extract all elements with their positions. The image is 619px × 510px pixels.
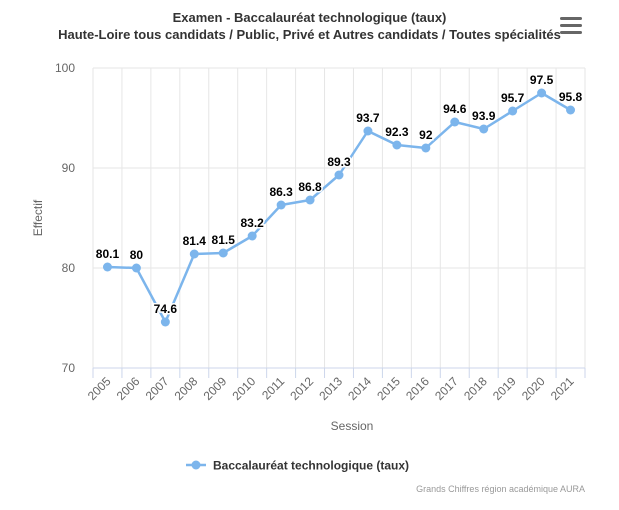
chart-credit[interactable]: Grands Chiffres région académique AURA: [416, 484, 585, 494]
data-label: 93.7: [356, 111, 380, 125]
data-point: [479, 124, 489, 134]
data-point: [450, 117, 460, 127]
data-point: [363, 126, 373, 136]
data-point: [160, 317, 170, 327]
data-label: 74.6: [154, 302, 178, 316]
x-tick-label: 2006: [114, 374, 143, 403]
data-label: 80: [130, 248, 144, 262]
data-point: [392, 140, 402, 150]
x-tick-label: 2016: [403, 374, 432, 403]
x-tick-label: 2010: [230, 374, 259, 403]
data-label: 92.3: [385, 125, 409, 139]
x-tick-label: 2005: [85, 374, 114, 403]
y-axis-title: Effectif: [31, 199, 45, 236]
y-tick-label: 100: [55, 61, 75, 75]
data-point: [276, 200, 286, 210]
y-tick-label: 80: [62, 261, 76, 275]
data-point: [102, 262, 112, 272]
data-label: 86.8: [298, 180, 322, 194]
x-tick-label: 2021: [548, 374, 577, 403]
data-label: 81.5: [212, 233, 236, 247]
chart-title: Examen - Baccalauréat technologique (tau…: [172, 10, 447, 25]
x-tick-label: 2009: [201, 374, 230, 403]
x-tick-label: 2017: [432, 374, 461, 403]
data-point: [566, 105, 576, 115]
y-tick-label: 70: [62, 361, 76, 375]
x-tick-label: 2019: [490, 374, 519, 403]
data-point: [131, 263, 141, 273]
x-tick-label: 2014: [345, 374, 374, 403]
data-point: [334, 170, 344, 180]
legend-marker: [191, 460, 201, 470]
x-tick-label: 2018: [461, 374, 490, 403]
x-tick-label: 2011: [259, 374, 287, 402]
data-label: 97.5: [530, 73, 554, 87]
x-tick-label: 2020: [519, 374, 548, 403]
data-point: [189, 249, 199, 259]
data-point: [421, 143, 431, 153]
data-label: 86.3: [269, 185, 293, 199]
data-point: [218, 248, 228, 258]
data-point: [305, 195, 315, 205]
series-line: [107, 91, 572, 324]
data-label: 83.2: [240, 216, 264, 230]
x-tick-label: 2015: [374, 374, 403, 403]
data-label: 93.9: [472, 109, 496, 123]
data-point: [508, 106, 518, 116]
data-label: 89.3: [327, 155, 351, 169]
data-label: 92: [419, 128, 433, 142]
hamburger-menu-icon[interactable]: [560, 17, 582, 35]
x-axis-title: Session: [331, 419, 374, 433]
data-label: 94.6: [443, 102, 467, 116]
data-point: [247, 231, 257, 241]
x-tick-label: 2008: [172, 374, 201, 403]
data-label: 95.7: [501, 91, 525, 105]
data-label: 95.8: [559, 90, 583, 104]
data-label: 81.4: [183, 234, 207, 248]
data-point: [537, 88, 547, 98]
x-tick-label: 2007: [143, 374, 172, 403]
legend-label: Baccalauréat technologique (taux): [213, 459, 409, 473]
chart-subtitle: Haute-Loire tous candidats / Public, Pri…: [58, 27, 561, 42]
x-tick-label: 2013: [316, 374, 345, 403]
x-tick-label: 2012: [287, 374, 316, 403]
y-tick-label: 90: [62, 161, 76, 175]
data-label: 80.1: [96, 247, 120, 261]
